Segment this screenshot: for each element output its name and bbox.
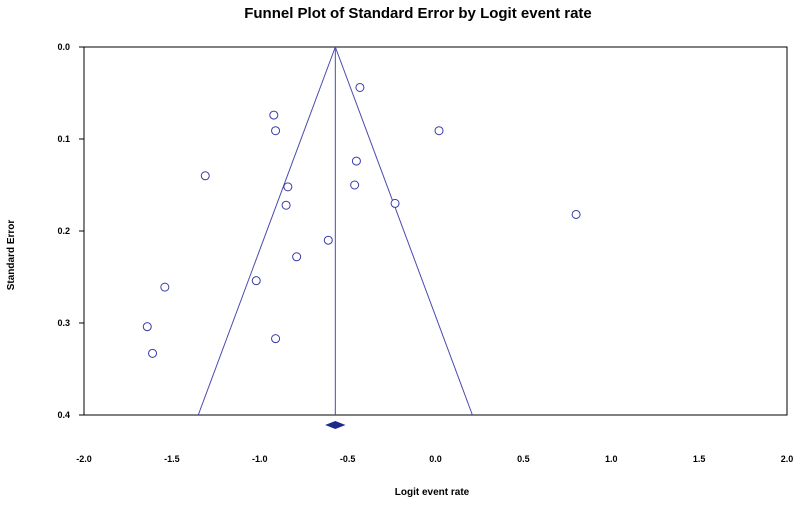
study-point [350,180,360,190]
x-tick-label: 2.0 [781,454,794,464]
x-tick-label: -0.5 [340,454,356,464]
x-tick-label: -2.0 [76,454,92,464]
study-point [292,252,302,262]
funnel-left-line [197,46,336,416]
x-axis-label: Logit event rate [395,487,470,498]
study-points [142,82,581,358]
study-point [271,334,281,344]
x-axis-ticks: -2.0 -1.5 -1.0 -0.5 0.0 0.5 1.0 1.5 2.0 [76,454,793,464]
study-point [200,171,210,181]
y-axis-label: Standard Error [6,220,17,291]
study-point [283,182,293,192]
x-tick-label: -1.5 [164,454,180,464]
y-tick-label: 0.4 [57,410,70,420]
y-axis-ticks: 0.0 0.1 0.2 0.3 0.4 [57,42,84,420]
study-point [323,235,333,245]
study-point [390,198,400,208]
summary-diamond [325,420,346,430]
study-point [148,348,158,358]
x-tick-label: 0.5 [517,454,530,464]
y-tick-label: 0.0 [57,42,70,52]
study-point [142,322,152,332]
study-point [269,110,279,120]
funnel-lines [197,46,473,416]
study-point [355,82,365,92]
study-point [251,276,261,286]
study-point [160,282,170,292]
summary-diamond-group [325,420,346,430]
y-tick-label: 0.2 [57,226,70,236]
funnel-right-line [334,46,473,416]
chart-title: Funnel Plot of Standard Error by Logit e… [244,5,592,22]
y-tick-label: 0.1 [57,134,70,144]
x-tick-label: 1.0 [605,454,618,464]
plot-frame [83,46,788,416]
study-point [271,126,281,136]
study-point [571,209,581,219]
study-point [351,156,361,166]
x-tick-label: 0.0 [429,454,442,464]
x-tick-label: 1.5 [693,454,706,464]
study-point [281,200,291,210]
x-tick-label: -1.0 [252,454,268,464]
study-point [434,126,444,136]
y-tick-label: 0.3 [57,318,70,328]
